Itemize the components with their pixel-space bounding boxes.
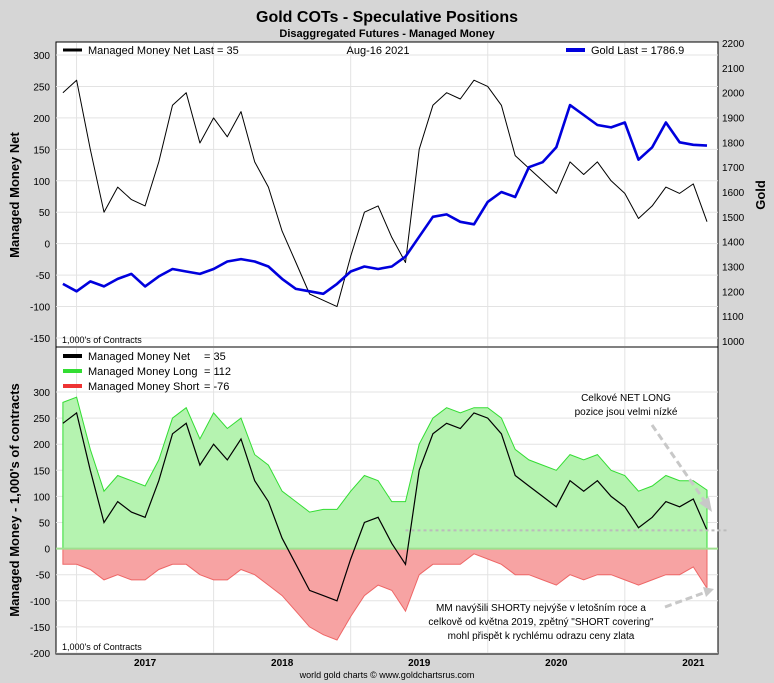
footer-credit: world gold charts © www.goldchartsrus.co… xyxy=(299,670,475,680)
legend-value-bottom: = 35 xyxy=(204,351,226,363)
y-tick-label-right: 1000 xyxy=(722,337,745,348)
legend-label-bottom: Managed Money Short xyxy=(88,381,199,393)
y-tick-label-right: 1800 xyxy=(722,138,745,149)
x-tick-label: 2020 xyxy=(545,658,568,669)
annotation-net-line1: Celkové NET LONG xyxy=(581,393,671,404)
annotation-arrowhead-net xyxy=(699,497,712,512)
y-tick-label-bottom: 50 xyxy=(39,519,51,530)
long-area xyxy=(62,396,708,550)
net-line-bottom xyxy=(62,411,708,602)
top-panel xyxy=(55,41,719,348)
annotations: Celkové NET LONG pozice jsou velmi nízké M… xyxy=(428,393,714,642)
y-tick-label-bottom: -200 xyxy=(30,649,50,660)
date-label: Aug-16 2021 xyxy=(347,45,410,57)
y-tick-label-bottom: 150 xyxy=(33,466,50,477)
chart-title: Gold COTs - Speculative Positions xyxy=(256,9,518,26)
y-tick-label-bottom: 0 xyxy=(44,545,50,556)
y-tick-label-right: 1700 xyxy=(722,163,745,174)
y-tick-label-right: 2100 xyxy=(722,64,745,75)
y-tick-label-left: 150 xyxy=(33,145,50,156)
y-tick-label-right: 1100 xyxy=(722,312,744,323)
x-tick-label: 2021 xyxy=(682,658,705,669)
y-tick-label-bottom: -50 xyxy=(36,571,51,582)
y-tick-label-bottom: 200 xyxy=(33,440,50,451)
y-axis-title-left: Managed Money Net xyxy=(7,131,22,257)
short-area xyxy=(62,548,708,641)
annotation-short-line3: mohl přispět k rychlému odrazu ceny zlat… xyxy=(448,631,635,642)
annotation-net-line2: pozice jsou velmi nízké xyxy=(575,407,678,418)
legend-label-bottom: Managed Money Long xyxy=(88,366,197,378)
x-tick-label: 2017 xyxy=(134,658,157,669)
y-axis-title-right: Gold xyxy=(753,180,768,210)
y-tick-label-left: 0 xyxy=(44,240,50,251)
y-tick-label-left: 200 xyxy=(33,114,50,125)
annotation-arrow-net xyxy=(650,424,708,504)
annotation-short-line1: MM navýšili SHORTy nejvýše v letošním ro… xyxy=(436,603,646,614)
managed-money-net-line xyxy=(62,79,708,308)
legend-value-bottom: = 112 xyxy=(204,366,231,378)
y-tick-label-right: 1400 xyxy=(722,238,745,249)
y-tick-label-right: 1200 xyxy=(722,287,745,298)
x-tick-label: 2018 xyxy=(271,658,294,669)
y-tick-label-left: -150 xyxy=(30,334,50,345)
units-note-bottom: 1,000's of Contracts xyxy=(62,642,142,652)
y-tick-label-bottom: 250 xyxy=(33,414,50,425)
y-tick-label-right: 1500 xyxy=(722,213,745,224)
bottom-lines xyxy=(62,411,728,602)
top-lines xyxy=(62,79,708,308)
annotation-short-line2: celkově od května 2019, zpětný "SHORT co… xyxy=(428,617,654,628)
y-tick-label-left: 300 xyxy=(33,51,50,62)
y-tick-label-bottom: -150 xyxy=(30,623,50,634)
y-tick-label-right: 2000 xyxy=(722,89,745,100)
y-tick-label-right: 1300 xyxy=(722,263,745,274)
y-tick-label-left: 50 xyxy=(39,208,51,219)
y-axis-title-bottom: Managed Money - 1,000's of contracts xyxy=(7,383,22,617)
bottom-areas xyxy=(56,396,718,641)
y-tick-label-right: 2200 xyxy=(722,39,745,50)
axis-ticks: 300 250 200 150 100 50 0 -50 -100 -150 2200 2100 200… xyxy=(30,39,745,669)
legend-label-bottom: Managed Money Net xyxy=(88,351,190,363)
y-tick-label-bottom: 300 xyxy=(33,388,50,399)
title-box xyxy=(233,6,541,27)
annotation-arrow-short xyxy=(664,590,707,609)
y-tick-label-left: 100 xyxy=(33,177,50,188)
y-tick-label-left: 250 xyxy=(33,82,50,93)
legend-label-gold: Gold Last = 1786.9 xyxy=(591,45,684,57)
annotation-arrowhead-short xyxy=(703,587,714,597)
y-tick-label-bottom: 100 xyxy=(33,492,50,503)
y-tick-label-left: -100 xyxy=(30,303,50,314)
legend-label-net: Managed Money Net Last = 35 xyxy=(88,45,239,57)
y-tick-label-bottom: -100 xyxy=(30,597,50,608)
y-tick-label-right: 1900 xyxy=(722,114,745,125)
legend-value-bottom: = -76 xyxy=(204,381,229,393)
x-tick-label: 2019 xyxy=(408,658,431,669)
y-tick-label-left: -50 xyxy=(36,271,51,282)
gold-price-line xyxy=(62,103,708,296)
chart-subtitle: Disaggregated Futures - Managed Money xyxy=(279,28,495,40)
top-grid xyxy=(56,43,718,346)
legends: Managed Money Net Last = 35 Gold Last = 1… xyxy=(63,45,684,393)
units-note-top: 1,000's of Contracts xyxy=(62,335,142,345)
y-tick-label-right: 1600 xyxy=(722,188,745,199)
